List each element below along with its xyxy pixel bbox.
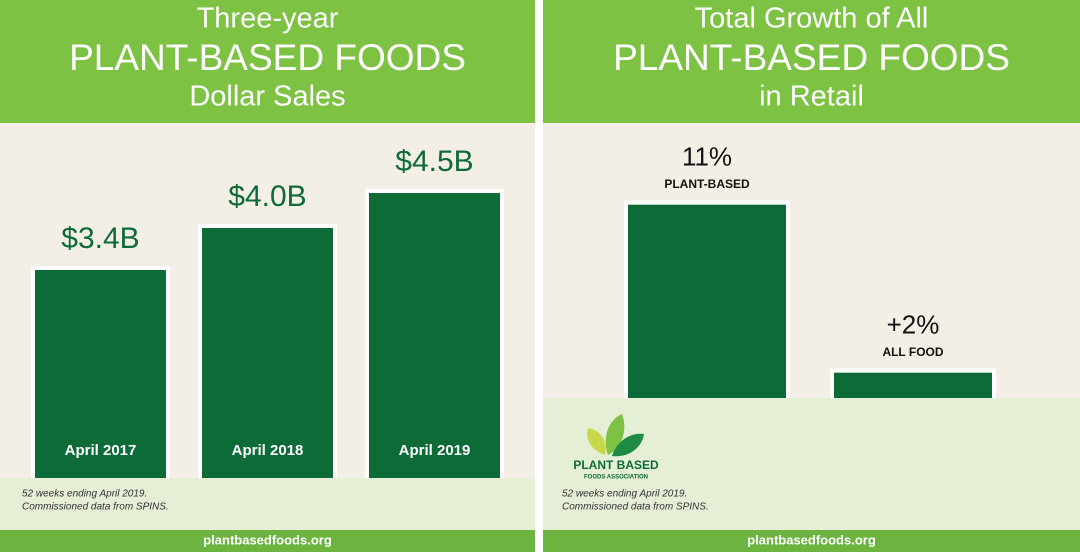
category-label: PLANT-BASED [664, 177, 750, 191]
note-strip-left [0, 478, 535, 530]
footnote: Commissioned data from SPINS. [22, 502, 169, 513]
header-right [543, 0, 1080, 123]
value-label: $3.4B [61, 222, 139, 255]
source-url: plantbasedfoods.org [203, 532, 332, 547]
value-label: $4.5B [395, 145, 473, 178]
category-label: April 2017 [65, 442, 137, 459]
source-url: plantbasedfoods.org [747, 532, 876, 547]
title-line: PLANT-BASED FOODS [613, 37, 1010, 78]
title-line: Dollar Sales [189, 81, 345, 113]
header-left [0, 0, 535, 123]
leaf [587, 428, 606, 455]
value-label: 11% [682, 142, 732, 172]
category-label: ALL FOOD [882, 345, 943, 359]
leaf [605, 414, 625, 455]
bars: April 2017 April 2018 April 2019 [31, 189, 996, 508]
footnote: 52 weeks ending April 2019. [22, 489, 147, 500]
note-box-right [543, 398, 1080, 530]
footnote: 52 weeks ending April 2019. [562, 489, 687, 500]
logo-name: PLANT BASED [573, 458, 659, 472]
title-line: Total Growth of All [695, 3, 929, 35]
category-label: April 2019 [399, 442, 471, 459]
bar [624, 200, 790, 410]
bar [198, 224, 337, 508]
value-label: +2% [887, 310, 940, 340]
title-line: Three-year [197, 3, 339, 35]
title-line: PLANT-BASED FOODS [69, 37, 466, 78]
title-line: in Retail [759, 81, 864, 113]
bar [365, 189, 504, 508]
logo-subtitle: FOODS ASSOCIATION [584, 475, 648, 481]
footnote: Commissioned data from SPINS. [562, 502, 709, 513]
footer-right [543, 530, 1080, 552]
footer-left [0, 530, 535, 552]
value-label: $4.0B [228, 180, 306, 213]
leaf [612, 433, 644, 457]
category-label: April 2018 [232, 442, 304, 459]
bar [31, 266, 170, 508]
logo-icon [587, 414, 644, 457]
